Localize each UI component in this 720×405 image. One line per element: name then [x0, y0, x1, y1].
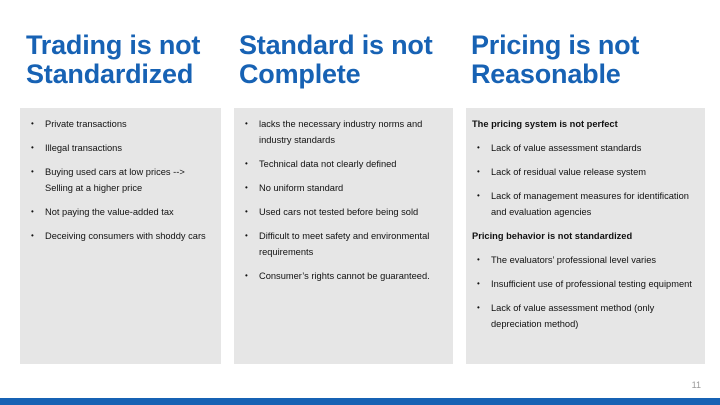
column-3-list-2: The evaluators’ professional level varie…	[472, 252, 699, 332]
list-item: lacks the necessary industry norms and i…	[240, 116, 447, 148]
column-3-title: Pricing is not Reasonable	[471, 31, 639, 89]
list-item: Lack of value assessment method (only de…	[472, 300, 699, 332]
list-item: Buying used cars at low prices --> Selli…	[26, 164, 215, 196]
column-2-title-line2: Complete	[239, 59, 361, 89]
column-3-title-line1: Pricing is not	[471, 30, 640, 60]
list-item: Lack of value assessment standards	[472, 140, 699, 156]
list-item: Deceiving consumers with shoddy cars	[26, 228, 215, 244]
column-1-title-line2: Standardized	[26, 59, 194, 89]
list-item: No uniform standard	[240, 180, 447, 196]
column-2-title: Standard is not Complete	[239, 31, 433, 89]
list-item: Illegal transactions	[26, 140, 215, 156]
page-number: 11	[691, 380, 701, 390]
column-3-title-line2: Reasonable	[471, 59, 621, 89]
list-item: Used cars not tested before being sold	[240, 204, 447, 220]
column-1-panel: Private transactions Illegal transaction…	[20, 108, 221, 364]
column-2-title-line1: Standard is not	[239, 30, 433, 60]
list-item: Technical data not clearly defined	[240, 156, 447, 172]
column-3-panel: The pricing system is not perfect Lack o…	[466, 108, 705, 364]
section-heading: The pricing system is not perfect	[472, 119, 618, 129]
list-item: Insufficient use of professional testing…	[472, 276, 699, 292]
list-item: Lack of management measures for identifi…	[472, 188, 699, 220]
list-item: Difficult to meet safety and environment…	[240, 228, 447, 260]
column-2-panel: lacks the necessary industry norms and i…	[234, 108, 453, 364]
column-2-list: lacks the necessary industry norms and i…	[240, 116, 447, 284]
column-1-title: Trading is not Standardized	[26, 31, 200, 89]
section-heading: Pricing behavior is not standardized	[472, 231, 633, 241]
list-item: The evaluators’ professional level varie…	[472, 252, 699, 268]
column-1-list: Private transactions Illegal transaction…	[26, 116, 215, 244]
list-item: Not paying the value-added tax	[26, 204, 215, 220]
bottom-accent-bar	[0, 398, 720, 405]
list-item: Private transactions	[26, 116, 215, 132]
column-3-list-1: Lack of value assessment standards Lack …	[472, 140, 699, 220]
list-item: Consumer’s rights cannot be guaranteed.	[240, 268, 447, 284]
list-item: Lack of residual value release system	[472, 164, 699, 180]
column-1-title-line1: Trading is not	[26, 30, 201, 60]
